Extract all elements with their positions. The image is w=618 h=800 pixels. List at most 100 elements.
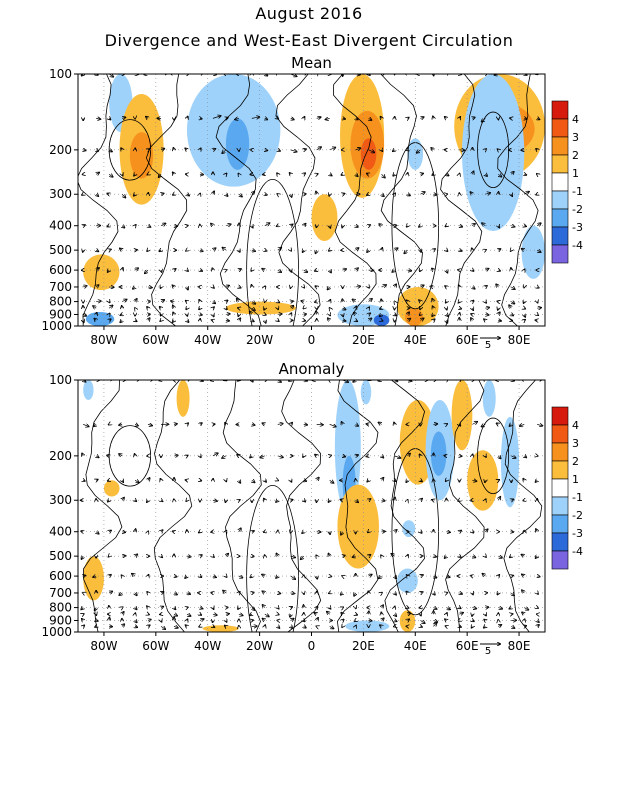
- wind-arrow: [407, 619, 409, 620]
- wind-arrow: [301, 301, 303, 302]
- wind-arrow: [433, 319, 434, 320]
- wind-arrow: [252, 320, 254, 321]
- wind-arrow: [524, 626, 526, 627]
- wind-arrow: [368, 532, 369, 533]
- wind-arrow: [459, 302, 460, 303]
- y-tick-label: 700: [49, 586, 72, 600]
- wind-arrow: [225, 626, 226, 627]
- wind-arrow: [109, 150, 112, 152]
- wind-arrow: [276, 576, 278, 578]
- wind-arrow: [238, 576, 243, 578]
- y-tick-label: 200: [49, 449, 72, 463]
- wind-arrow: [537, 593, 538, 594]
- wind-arrow: [316, 250, 317, 253]
- wind-arrow: [485, 269, 488, 270]
- wind-arrow: [407, 454, 409, 456]
- wind-arrow: [278, 626, 280, 628]
- wind-arrow: [122, 498, 124, 501]
- wind-arrow: [160, 320, 161, 321]
- wind-arrow: [369, 575, 372, 577]
- wind-arrow: [407, 226, 408, 227]
- colorbar-swatch: [551, 460, 569, 480]
- contour-line: [445, 380, 485, 632]
- wind-arrow: [485, 456, 486, 457]
- shaded-region: [345, 620, 390, 632]
- wind-arrow: [290, 556, 295, 557]
- wind-arrow: [317, 478, 319, 481]
- wind-arrow: [132, 574, 135, 576]
- wind-arrow: [317, 576, 318, 579]
- wind-arrow: [522, 612, 524, 614]
- wind-arrow: [369, 499, 371, 500]
- wind-arrow: [303, 270, 307, 272]
- wind-arrow: [226, 554, 228, 556]
- reference-vector-label: 5: [485, 340, 491, 351]
- colorbar-swatch: [551, 154, 569, 174]
- wind-arrow: [120, 249, 122, 251]
- wind-arrow: [109, 531, 111, 532]
- wind-arrow: [252, 226, 253, 228]
- shaded-regions: [83, 74, 545, 326]
- shaded-region: [103, 480, 120, 497]
- wind-arrow: [148, 318, 150, 320]
- wind-arrow: [262, 269, 265, 270]
- wind-arrow: [537, 118, 539, 119]
- contour-line: [215, 74, 262, 326]
- wind-arrow: [200, 555, 202, 556]
- wind-arrow: [122, 226, 124, 228]
- wind-arrow: [472, 608, 476, 609]
- wind-arrow: [304, 626, 306, 627]
- wind-arrow: [511, 499, 513, 500]
- wind-arrow: [404, 250, 407, 253]
- wind-arrow: [119, 424, 122, 425]
- shaded-region: [500, 416, 520, 508]
- wind-arrow: [186, 614, 191, 616]
- wind-arrow: [407, 575, 408, 576]
- wind-arrow: [391, 554, 394, 556]
- wind-arrow: [303, 250, 304, 252]
- wind-arrow: [173, 172, 174, 174]
- wind-arrow: [264, 223, 270, 226]
- wind-arrow: [173, 320, 174, 322]
- wind-arrow: [277, 248, 281, 251]
- colorbar-swatch: [551, 100, 569, 120]
- y-tick-label: 200: [49, 143, 72, 157]
- shaded-region: [225, 301, 296, 315]
- wind-arrow: [520, 424, 525, 426]
- wind-arrow: [238, 614, 243, 615]
- wind-arrow: [199, 308, 200, 309]
- wind-arrow: [432, 174, 433, 175]
- wind-arrow: [459, 285, 460, 287]
- wind-arrow: [264, 499, 265, 500]
- y-tick-label: 700: [49, 280, 72, 294]
- wind-arrow: [459, 424, 460, 425]
- wind-arrow: [83, 424, 88, 426]
- wind-arrow: [472, 626, 473, 627]
- wind-arrow: [472, 287, 474, 289]
- wind-arrow: [537, 620, 539, 622]
- contour-line: [380, 74, 423, 326]
- wind-arrow: [382, 248, 383, 250]
- wind-arrow: [524, 302, 525, 303]
- x-tick-label: 40E: [404, 333, 427, 347]
- wind-arrow: [239, 250, 240, 252]
- wind-arrow: [200, 250, 203, 251]
- wind-arrow: [148, 226, 150, 227]
- x-tick-label: 20E: [352, 639, 375, 653]
- wind-arrow: [83, 625, 84, 626]
- wind-arrow: [301, 556, 304, 559]
- wind-arrow: [291, 423, 292, 425]
- wind-arrow: [485, 614, 486, 615]
- wind-arrow: [119, 593, 122, 595]
- x-tick-label: 20W: [246, 333, 273, 347]
- y-tick-label: 1000: [41, 625, 72, 639]
- wind-arrow: [498, 456, 500, 459]
- wind-arrow: [122, 480, 123, 482]
- wind-arrow: [187, 593, 190, 594]
- colorbar-label: -4: [572, 239, 583, 252]
- wind-arrow: [96, 285, 98, 287]
- wind-arrow: [235, 118, 239, 119]
- wind-arrow: [395, 248, 398, 250]
- wind-arrow: [472, 224, 475, 226]
- wind-arrow: [445, 117, 447, 118]
